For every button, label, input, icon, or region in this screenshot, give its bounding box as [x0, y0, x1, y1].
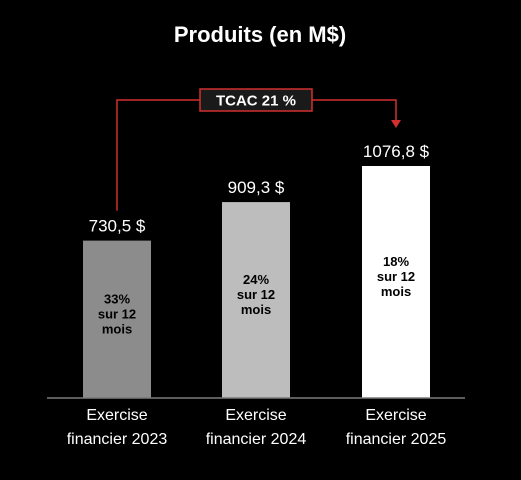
bar-1: [83, 240, 151, 398]
value-label-2: 909,3 $: [228, 178, 285, 197]
cagr-box: [199, 88, 313, 112]
category-label-2-line-2: financier 2024: [206, 431, 307, 448]
category-label-1-line-1: Exercise: [86, 407, 147, 424]
value-label-1: 730,5 $: [89, 217, 146, 236]
growth-label-1-line-1: 33%: [104, 291, 130, 306]
cagr-label: TCAC 21 %: [216, 93, 296, 110]
growth-label-3-line-3: mois: [381, 284, 411, 299]
cagr-arrowhead: [391, 120, 401, 128]
category-label-1-line-2: financier 2023: [67, 431, 168, 448]
growth-label-1-line-3: mois: [102, 321, 132, 336]
growth-label-1-line-2: sur 12: [98, 306, 136, 321]
growth-label-3-line-1: 18%: [383, 254, 409, 269]
chart-title: Produits (en M$): [174, 22, 346, 47]
bar-3: [362, 166, 430, 398]
growth-label-3-line-2: sur 12: [377, 269, 415, 284]
value-label-3: 1076,8 $: [363, 142, 430, 161]
category-label-3-line-2: financier 2025: [346, 431, 447, 448]
growth-label-2-line-2: sur 12: [237, 287, 275, 302]
growth-label-2-line-3: mois: [241, 302, 271, 317]
category-label-2-line-1: Exercise: [225, 407, 286, 424]
bar-2: [222, 202, 290, 398]
cagr-annotation: TCAC 21 %: [116, 88, 401, 211]
growth-label-2-line-1: 24%: [243, 272, 269, 287]
category-label-3-line-1: Exercise: [365, 407, 426, 424]
